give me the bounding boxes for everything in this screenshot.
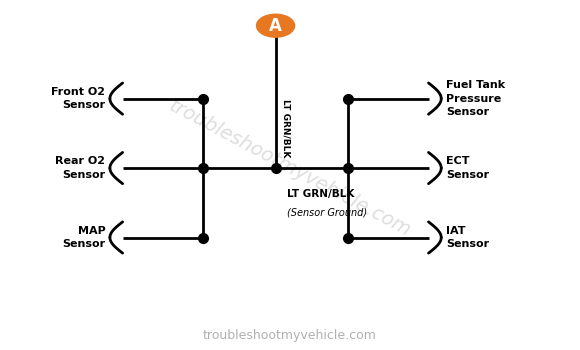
Circle shape [256, 14, 295, 37]
Text: ECT
Sensor: ECT Sensor [446, 156, 489, 180]
Text: troubleshootmyvehicle.com: troubleshootmyvehicle.com [166, 96, 414, 240]
Text: Fuel Tank
Pressure
Sensor: Fuel Tank Pressure Sensor [446, 80, 505, 117]
Text: LT GRN/BLK: LT GRN/BLK [287, 189, 354, 199]
Text: (Sensor Ground): (Sensor Ground) [287, 208, 367, 218]
Text: Front O2
Sensor: Front O2 Sensor [51, 87, 106, 110]
Text: MAP
Sensor: MAP Sensor [62, 226, 106, 249]
Text: A: A [269, 17, 282, 35]
Text: troubleshootmyvehicle.com: troubleshootmyvehicle.com [203, 329, 377, 342]
Text: IAT
Sensor: IAT Sensor [446, 226, 489, 249]
Text: LT GRN/BLK: LT GRN/BLK [281, 99, 291, 157]
Text: Rear O2
Sensor: Rear O2 Sensor [55, 156, 106, 180]
